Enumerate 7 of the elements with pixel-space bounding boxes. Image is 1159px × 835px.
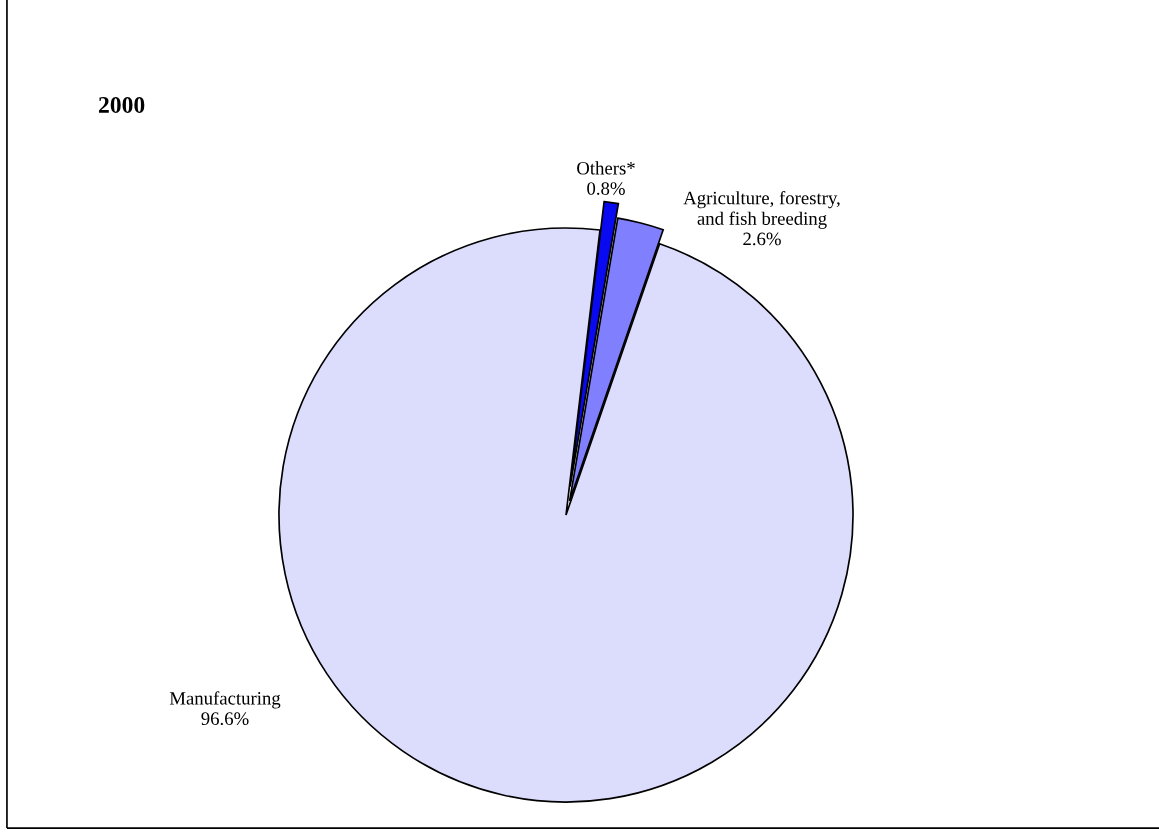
data-label: 2.6% — [743, 232, 781, 246]
slice-label: Agriculture, forestry, and fish breeding — [683, 190, 840, 229]
slice-label: Manufacturing — [169, 691, 281, 709]
slice-label: Others* — [577, 161, 635, 175]
chart-title: 2000 — [98, 96, 145, 113]
data-label: 0.8% — [587, 182, 625, 195]
data-label: 96.6% — [201, 712, 249, 726]
